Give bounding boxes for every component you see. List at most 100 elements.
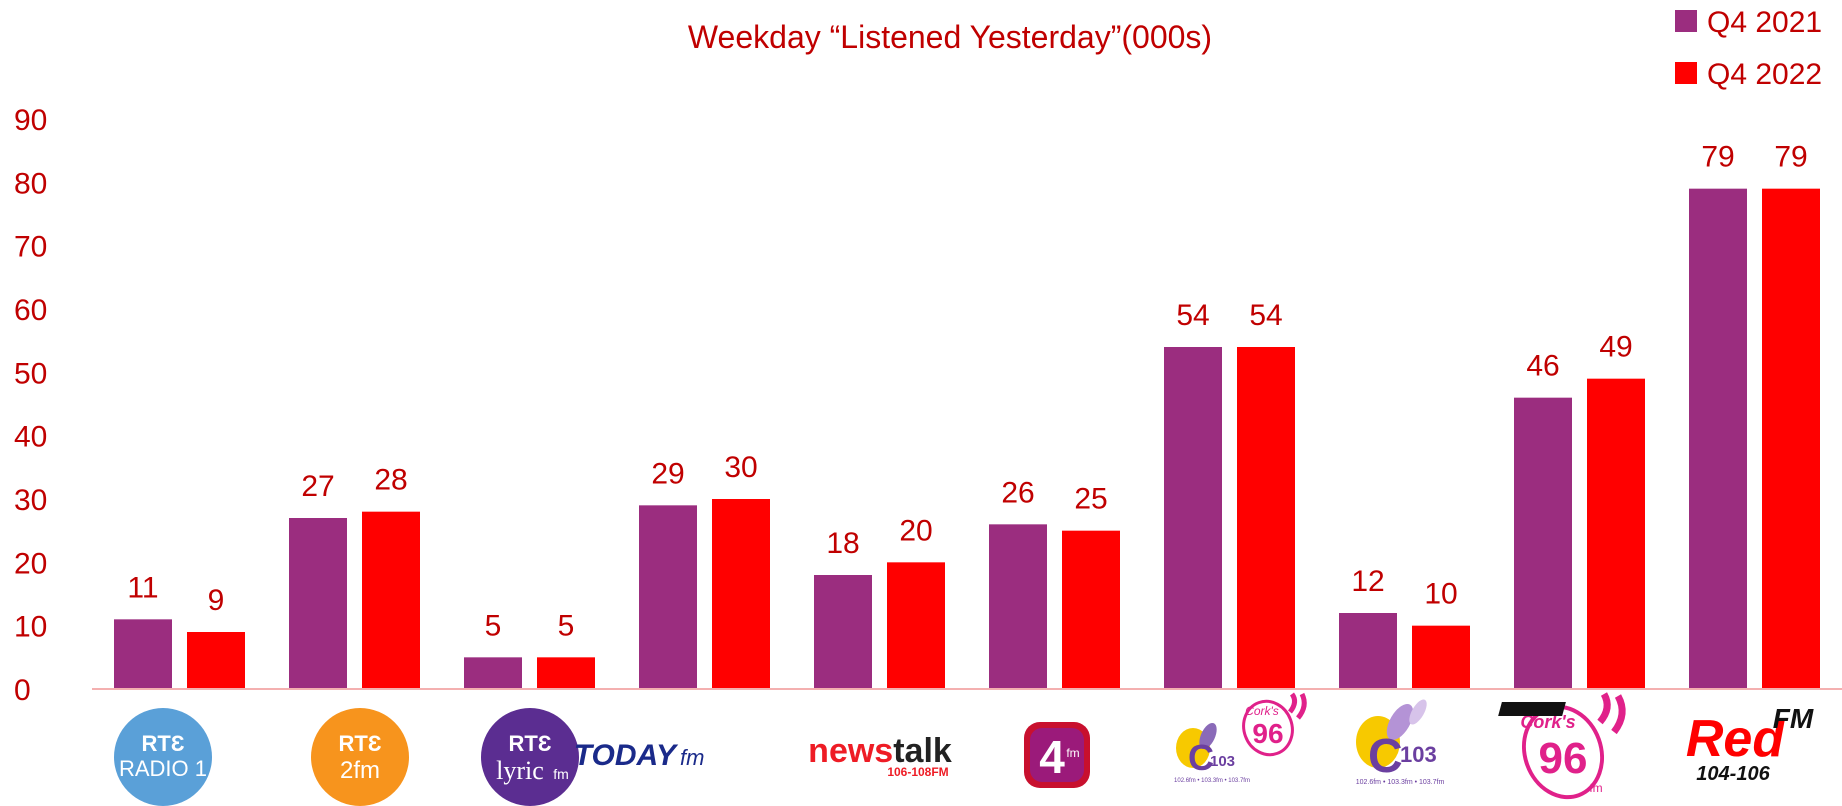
bar-q4-2021: [1339, 613, 1397, 689]
data-label: 12: [1351, 565, 1384, 598]
data-label: 29: [651, 457, 684, 490]
logo-rte-text: RTƐ: [508, 731, 551, 756]
data-label: 5: [485, 609, 502, 642]
data-label: 54: [1176, 299, 1209, 332]
y-axis: 0 10 20 30 40 50 60 70 80 90: [14, 104, 47, 707]
logo-news-text: news: [808, 732, 893, 770]
logo-4fm-fm-text: fm: [1066, 746, 1079, 760]
logo-c-text: C: [1188, 737, 1214, 778]
data-label: 9: [208, 584, 225, 617]
y-tick-label: 30: [14, 484, 47, 517]
y-tick-label: 70: [14, 231, 47, 264]
logo-lyric-fm-text: fm: [553, 766, 569, 782]
bar-q4-2021: [989, 524, 1047, 689]
bar-q4-2021: [814, 575, 872, 689]
data-label: 5: [558, 609, 575, 642]
data-label: 10: [1424, 578, 1457, 611]
y-tick-label: 60: [14, 294, 47, 327]
legend: Q4 2021 Q4 2022: [1675, 6, 1822, 91]
newstalk-logo: newstalk 106-108FM: [808, 732, 952, 779]
bar-q4-2022: [1412, 625, 1470, 689]
bar-q4-2022: [712, 499, 770, 689]
logo-red-fm-text: FM: [1773, 703, 1814, 734]
logo-96-text: 96: [1539, 734, 1588, 783]
data-label: 79: [1701, 141, 1734, 174]
data-label: 28: [374, 464, 407, 497]
svg-text:newstalk: newstalk: [808, 732, 952, 770]
legend-label-q4-2022: Q4 2022: [1707, 58, 1822, 91]
bar-q4-2022: [1062, 530, 1120, 689]
corks-96fm-logo: Cork's 96 fm: [1520, 692, 1626, 800]
bar-q4-2022: [1762, 188, 1820, 689]
logo-c103-freq-text: 102.6fm • 103.3fm • 103.7fm: [1356, 779, 1445, 786]
bars: 11 9 27 28 5 5 29 30 18 20 26 25 54 54 12 10 46 49 79 79: [114, 141, 1820, 689]
logo-96-fm-text: fm: [1589, 781, 1602, 795]
y-tick-label: 80: [14, 167, 47, 200]
y-tick-label: 50: [14, 357, 47, 390]
c103-96fm-logo: C 103 102.6fm • 103.3fm • 103.7fm Cork's…: [1174, 692, 1307, 784]
data-label: 79: [1774, 141, 1807, 174]
logo-red-freq-text: 104-106: [1696, 763, 1770, 785]
bar-q4-2022: [537, 657, 595, 689]
red-fm-logo: CORK'S NEW Red FM 104-106: [1498, 702, 1814, 785]
c103-logo: C 103 102.6fm • 103.3fm • 103.7fm: [1356, 699, 1445, 786]
logo-corks-text: Cork's: [1245, 704, 1279, 718]
x-axis-logos: RTƐ RADIO 1 RTƐ 2fm RTƐ lyric fm TODAY f…: [114, 692, 1814, 806]
rte-2fm-logo: RTƐ 2fm: [311, 708, 409, 806]
logo-96-text: 96: [1252, 718, 1283, 749]
logo-newstalk-freq-text: 106-108FM: [887, 765, 948, 779]
data-label: 18: [826, 527, 859, 560]
4fm-logo: 4 fm: [1024, 722, 1090, 788]
rte-radio1-logo: RTƐ RADIO 1: [114, 708, 212, 806]
bar-q4-2022: [887, 562, 945, 689]
logo-c103-text: 103: [1400, 742, 1437, 767]
logo-talk-text: talk: [893, 732, 952, 770]
legend-swatch-q4-2021: [1675, 10, 1697, 32]
y-tick-label: 10: [14, 611, 47, 644]
bar-q4-2021: [1514, 397, 1572, 689]
logo-radio1-text: RADIO 1: [119, 756, 207, 781]
bar-q4-2021: [289, 518, 347, 689]
logo-corks-text: Cork's: [1520, 712, 1575, 732]
y-tick-label: 20: [14, 547, 47, 580]
logo-4-text: 4: [1039, 731, 1065, 783]
data-label: 46: [1526, 350, 1559, 383]
logo-corks-new-text: CORK'S NEW: [1693, 705, 1752, 715]
bar-q4-2021: [1689, 188, 1747, 689]
rte-lyric-logo: RTƐ lyric fm: [481, 708, 579, 806]
y-tick-label: 90: [14, 104, 47, 137]
data-label: 11: [127, 571, 158, 604]
bar-q4-2021: [114, 619, 172, 689]
data-label: 20: [899, 514, 932, 547]
bar-q4-2021: [1164, 347, 1222, 689]
logo-today-text: TODAY: [574, 739, 679, 772]
data-label: 30: [724, 451, 757, 484]
logo-c103-freq-text: 102.6fm • 103.3fm • 103.7fm: [1174, 778, 1250, 784]
bar-q4-2022: [1237, 347, 1295, 689]
bar-q4-2021: [639, 505, 697, 689]
legend-swatch-q4-2022: [1675, 62, 1697, 84]
bar-q4-2022: [1587, 378, 1645, 689]
today-fm-logo: TODAY fm: [574, 739, 705, 772]
logo-c103-text: 103: [1210, 753, 1235, 770]
logo-rte-text: RTƐ: [338, 731, 381, 756]
logo-rte-text: RTƐ: [141, 731, 184, 756]
bar-q4-2021: [464, 657, 522, 689]
logo-c-text: C: [1368, 730, 1403, 783]
bar-q4-2022: [362, 511, 420, 689]
logo-lyric-text: lyric: [496, 756, 544, 785]
data-label: 26: [1001, 476, 1034, 509]
logo-2fm-text: 2fm: [340, 757, 380, 784]
logo-red-text: Red: [1686, 710, 1785, 768]
y-tick-label: 0: [14, 674, 31, 707]
data-label: 25: [1074, 483, 1107, 516]
legend-label-q4-2021: Q4 2021: [1707, 6, 1822, 39]
data-label: 54: [1249, 299, 1282, 332]
data-label: 49: [1599, 331, 1632, 364]
y-tick-label: 40: [14, 421, 47, 454]
data-label: 27: [301, 470, 334, 503]
chart-title: Weekday “Listened Yesterday”(000s): [688, 19, 1212, 55]
logo-today-fm-text: fm: [680, 745, 704, 770]
bar-q4-2022: [187, 632, 245, 689]
